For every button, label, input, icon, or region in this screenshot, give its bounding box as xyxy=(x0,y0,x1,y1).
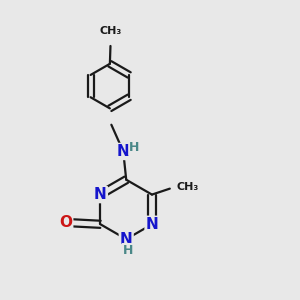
Text: N: N xyxy=(94,187,107,202)
Text: N: N xyxy=(117,144,130,159)
Text: O: O xyxy=(59,215,72,230)
Text: H: H xyxy=(129,141,140,154)
Text: CH₃: CH₃ xyxy=(177,182,199,192)
Text: H: H xyxy=(122,244,133,257)
Text: N: N xyxy=(120,232,133,247)
Text: N: N xyxy=(146,217,158,232)
Text: CH₃: CH₃ xyxy=(99,26,122,37)
